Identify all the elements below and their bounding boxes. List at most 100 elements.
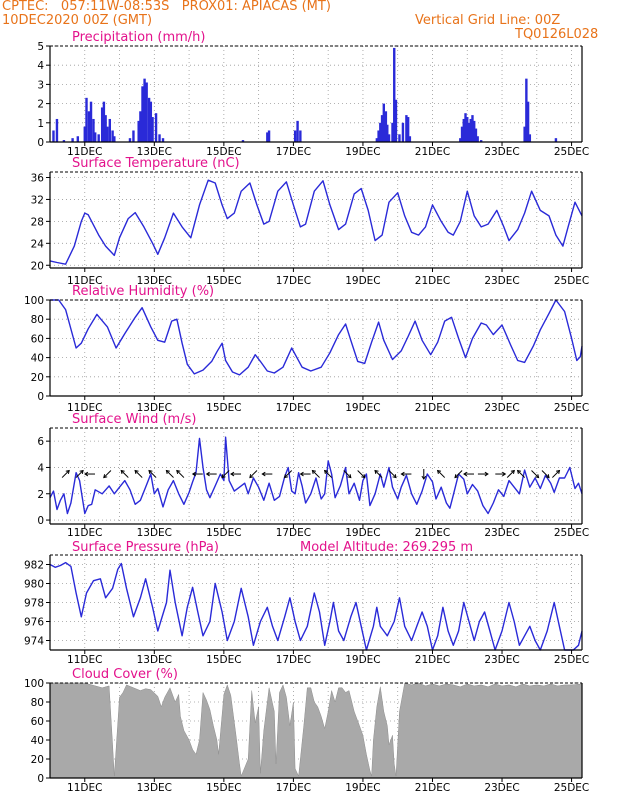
wind-ytick-label: 0 bbox=[37, 515, 44, 527]
wind-arrow-head bbox=[535, 474, 540, 479]
rh-xtick-label: 19DEC bbox=[345, 402, 380, 414]
wind-arrow-shaft bbox=[148, 470, 157, 478]
wind-arrow-shaft bbox=[134, 470, 143, 478]
precip-bar bbox=[398, 134, 401, 142]
rh-ytick-label: 60 bbox=[31, 333, 44, 345]
wind-arrow-head bbox=[436, 469, 442, 475]
precip-bar bbox=[459, 138, 462, 142]
wind-arrow-shaft bbox=[324, 470, 333, 478]
wind-arrow-head bbox=[191, 471, 196, 477]
temp-ytick-label: 20 bbox=[31, 260, 44, 272]
wind-arrow-head bbox=[299, 471, 304, 477]
precip-bar bbox=[108, 118, 112, 142]
precip-bar bbox=[526, 101, 530, 142]
temp-xtick-label: 11DEC bbox=[67, 275, 102, 287]
temp-xtick-label: 23DEC bbox=[484, 275, 519, 287]
pressure-line bbox=[49, 561, 583, 651]
temp-xtick-label: 13DEC bbox=[137, 275, 172, 287]
precip-bar bbox=[391, 122, 394, 142]
precip-bar bbox=[106, 126, 109, 142]
precip-bar bbox=[380, 115, 384, 142]
pressure-xtick-label: 25DEC bbox=[554, 654, 589, 666]
wind-ytick-label: 4 bbox=[37, 462, 44, 474]
temp-xtick-label: 25DEC bbox=[554, 275, 589, 287]
wind-arrow-head bbox=[311, 469, 316, 475]
wind-arrow-head bbox=[502, 471, 507, 477]
temp-xtick-label: 15DEC bbox=[206, 275, 241, 287]
precip-bar bbox=[476, 136, 479, 142]
wind-arrow-head bbox=[165, 469, 170, 475]
wind-arrow-head bbox=[484, 471, 489, 477]
precip-bar bbox=[393, 47, 396, 142]
wind-arrow-shaft bbox=[531, 470, 539, 478]
precip-bar bbox=[94, 132, 97, 142]
wind-arrow-head bbox=[230, 471, 235, 477]
cloud-xtick-label: 19DEC bbox=[345, 782, 380, 794]
precip-bar bbox=[406, 117, 410, 142]
precip-xtick-label: 25DEC bbox=[554, 146, 589, 158]
cloud-xtick-label: 23DEC bbox=[484, 782, 519, 794]
pressure-xtick-label: 23DEC bbox=[484, 654, 519, 666]
precip-bar bbox=[267, 130, 271, 142]
wind-arrow-shaft bbox=[388, 470, 397, 478]
precip-bar bbox=[71, 138, 74, 142]
pressure-xtick-label: 13DEC bbox=[137, 654, 172, 666]
precip-bar bbox=[149, 101, 153, 142]
wind-xtick-label: 11DEC bbox=[67, 527, 102, 539]
pressure-ytick-label: 974 bbox=[24, 636, 44, 648]
precip-bar bbox=[111, 130, 114, 142]
pressure-ytick-label: 978 bbox=[24, 598, 44, 610]
precip-bar bbox=[299, 130, 302, 142]
wind-arrow-head bbox=[421, 475, 427, 480]
header-run-code: TQ0126L028 bbox=[515, 27, 599, 42]
wind-xtick-label: 25DEC bbox=[554, 527, 589, 539]
precip-bar bbox=[100, 107, 104, 142]
precip-bar bbox=[379, 122, 382, 142]
cloud-ytick-label: 40 bbox=[31, 735, 44, 747]
pressure-ytick-label: 976 bbox=[24, 617, 44, 629]
wind-arrow-shaft bbox=[506, 470, 515, 478]
wind-title: Surface Wind (m/s) bbox=[72, 412, 196, 427]
precip-bar bbox=[401, 122, 405, 142]
cloud-xtick-label: 13DEC bbox=[137, 782, 172, 794]
precip-bar bbox=[87, 111, 91, 142]
wind-arrow-head bbox=[283, 474, 289, 479]
wind-arrow-shaft bbox=[284, 470, 293, 478]
rh-ytick-label: 40 bbox=[31, 353, 44, 365]
wind-arrow-shaft bbox=[176, 470, 185, 478]
precip-bar bbox=[474, 128, 478, 142]
temp-ytick-label: 28 bbox=[31, 216, 44, 228]
precip-bar bbox=[147, 97, 151, 142]
precip-bar bbox=[460, 126, 464, 142]
precip-bar bbox=[76, 136, 80, 142]
precip-bar bbox=[89, 101, 93, 142]
wind-arrow-head bbox=[84, 471, 89, 477]
wind-arrow-shaft bbox=[61, 470, 70, 478]
cloud-ytick-label: 80 bbox=[31, 697, 44, 709]
wind-arrow-head bbox=[261, 471, 266, 477]
temp-line bbox=[49, 179, 583, 265]
precip-bar bbox=[408, 136, 412, 142]
wind-xtick-label: 19DEC bbox=[345, 527, 380, 539]
precip-bar bbox=[55, 118, 59, 142]
precip-ytick-label: 4 bbox=[37, 60, 44, 72]
precip-bar bbox=[141, 86, 144, 142]
wind-arrow-shaft bbox=[374, 470, 383, 478]
precip-bar bbox=[466, 117, 469, 142]
precip-bar bbox=[384, 111, 388, 142]
precip-bar bbox=[471, 115, 474, 142]
wind-arrow-head bbox=[555, 469, 561, 475]
pressure-subtitle: Model Altitude: 269.295 m bbox=[300, 540, 473, 555]
precip-bar bbox=[62, 140, 66, 142]
precip-bar bbox=[139, 111, 142, 142]
wind-arrow-shaft bbox=[357, 470, 366, 478]
wind-arrow-head bbox=[221, 474, 226, 479]
wind-arrow-head bbox=[516, 469, 522, 475]
precip-bar bbox=[151, 117, 154, 142]
wind-arrow-shaft bbox=[454, 470, 463, 478]
precip-bar bbox=[293, 130, 297, 142]
precip-bar bbox=[83, 126, 86, 142]
wind-arrow-shaft bbox=[103, 470, 112, 478]
wind-arrow-head bbox=[454, 474, 459, 479]
